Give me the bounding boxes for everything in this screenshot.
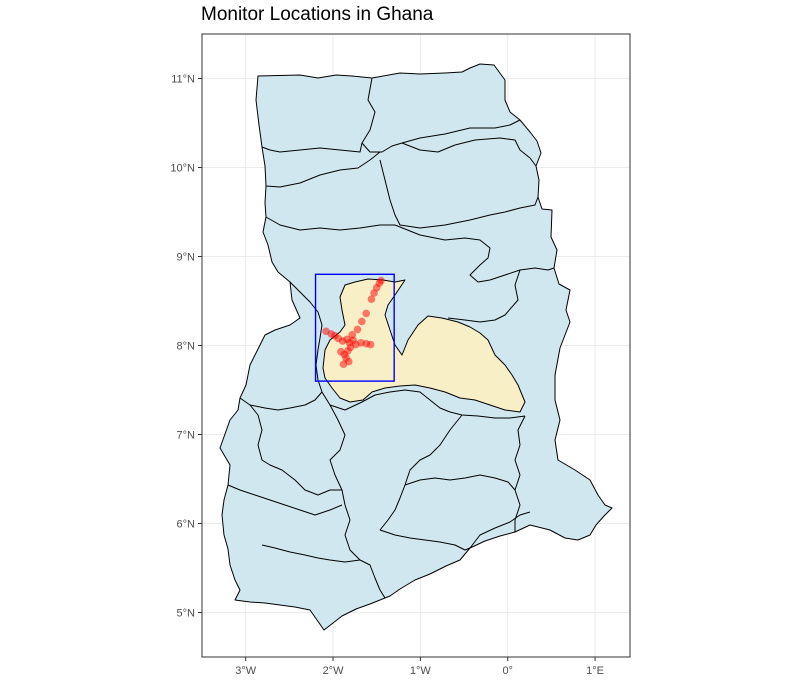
- monitor-point: [370, 289, 378, 297]
- monitor-point: [339, 360, 348, 368]
- x-tick-label: 1°W: [410, 665, 432, 677]
- x-tick-label: 1°E: [586, 665, 604, 677]
- y-tick-label: 6°N: [177, 519, 196, 531]
- boundary-western-central: [341, 489, 386, 599]
- x-tick-label: 2°W: [323, 665, 345, 677]
- boundary-inner-eastern: [404, 474, 516, 491]
- x-tick-label: 0°: [502, 665, 513, 677]
- x-tick-label: 3°W: [235, 665, 257, 677]
- boundary-eastern-volta: [514, 415, 526, 532]
- monitor-points: [322, 276, 385, 368]
- boundary-oti-west: [447, 269, 521, 323]
- boundary-central-eastern: [379, 529, 471, 551]
- y-tick-label: 11°N: [171, 74, 195, 86]
- boundary-ashanti-west: [249, 404, 342, 496]
- boundary-northeast: [379, 159, 539, 229]
- map-title: Monitor Locations in Ghana: [201, 4, 434, 25]
- boundary-upper-west-east: [361, 77, 521, 153]
- boundary-upper-west-south: [261, 142, 363, 153]
- y-tick-label: 7°N: [177, 430, 196, 442]
- boundary-savannah-northern: [394, 224, 555, 283]
- boundary-ashanti-east: [379, 414, 463, 531]
- boundary-western-north: [227, 484, 343, 516]
- y-tick-label: 5°N: [177, 608, 196, 620]
- monitor-point: [366, 340, 375, 349]
- monitor-point: [337, 347, 345, 356]
- boundary-greater-accra: [469, 511, 531, 549]
- boundary-northern-upper: [265, 151, 381, 188]
- monitor-point: [367, 295, 376, 304]
- study-area-box: [314, 273, 395, 382]
- boundary-inner-ashanti: [329, 404, 346, 491]
- region-boundaries: [227, 77, 555, 599]
- y-tick-label: 9°N: [177, 252, 196, 264]
- axis-ticks: 3°W 2°W 1°W 0° 1°E 5°N 6°N 7°N 8°N 9°N 10°N 11°N: [170, 74, 604, 678]
- boundary-inner-western: [261, 544, 361, 563]
- y-tick-label: 10°N: [170, 163, 195, 175]
- boundary-upper-east-inner: [401, 137, 537, 167]
- y-tick-label: 8°N: [177, 341, 196, 353]
- monitor-point: [362, 309, 371, 318]
- boundary-ashanti-north: [321, 389, 526, 419]
- monitor-point: [353, 325, 362, 334]
- boundary-savannah-bono: [265, 216, 395, 231]
- highlighted-region: [322, 278, 526, 413]
- monitor-point: [358, 317, 366, 326]
